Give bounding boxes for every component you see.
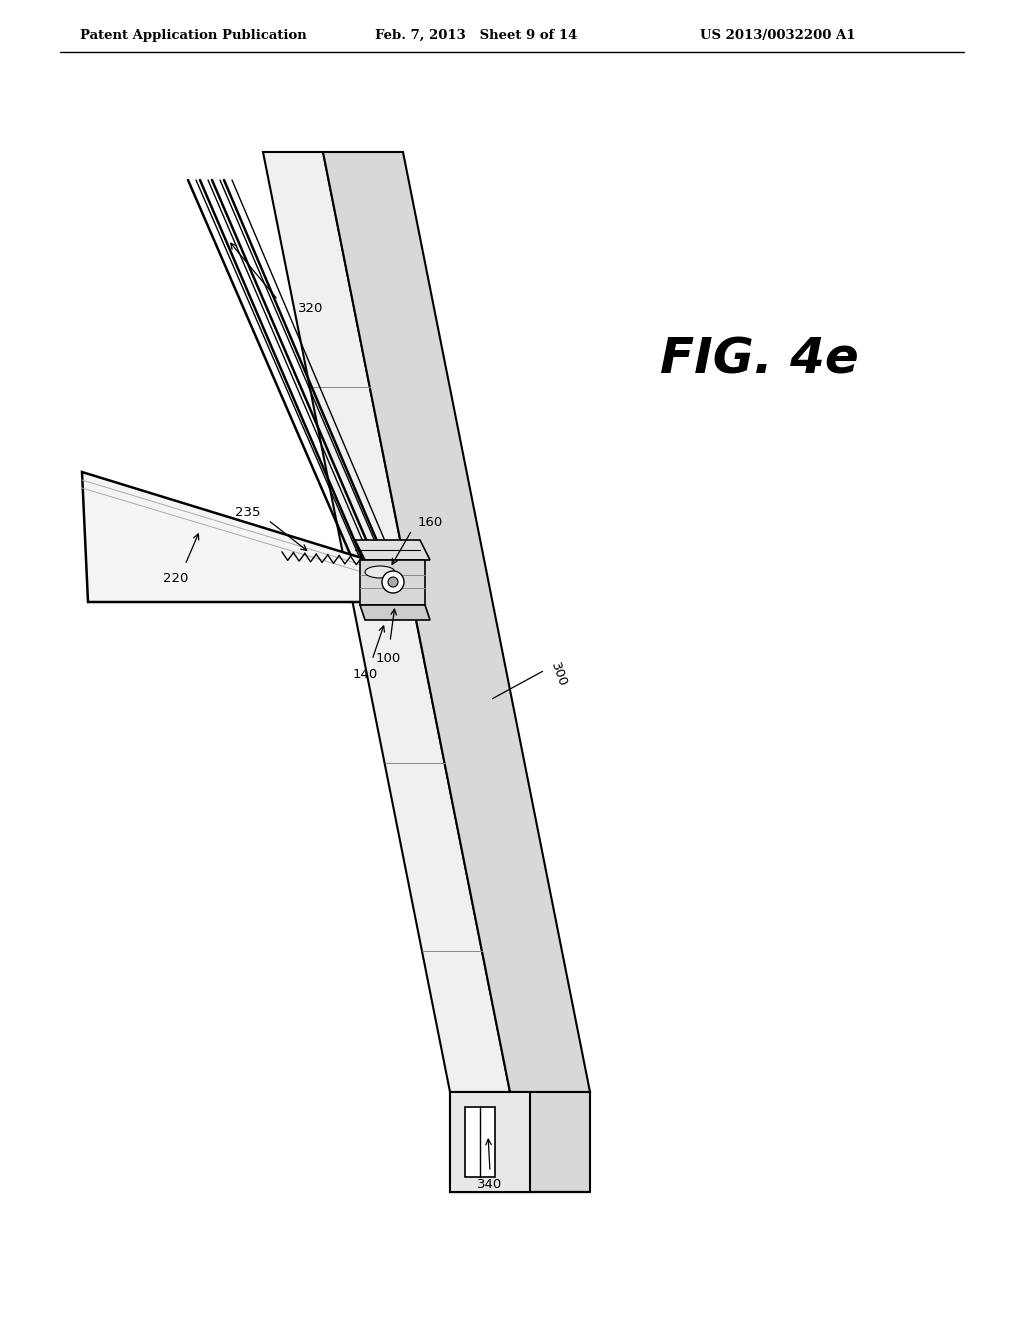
Text: Feb. 7, 2013   Sheet 9 of 14: Feb. 7, 2013 Sheet 9 of 14 (375, 29, 578, 41)
Text: 235: 235 (236, 506, 261, 519)
Circle shape (388, 577, 398, 587)
Text: 100: 100 (376, 652, 400, 664)
Polygon shape (450, 1092, 530, 1192)
Polygon shape (263, 152, 510, 1092)
Text: 140: 140 (352, 668, 378, 681)
Polygon shape (323, 152, 590, 1092)
Text: 320: 320 (298, 301, 324, 314)
Text: 220: 220 (163, 572, 188, 585)
Text: 160: 160 (418, 516, 443, 528)
Text: FIG. 4e: FIG. 4e (660, 337, 859, 384)
Polygon shape (360, 605, 430, 620)
Polygon shape (82, 473, 365, 602)
Polygon shape (355, 540, 430, 560)
Circle shape (382, 572, 404, 593)
Polygon shape (465, 1107, 495, 1177)
Ellipse shape (365, 566, 395, 578)
Polygon shape (450, 1092, 510, 1192)
Text: Patent Application Publication: Patent Application Publication (80, 29, 307, 41)
Text: 300: 300 (548, 661, 569, 689)
Text: 340: 340 (477, 1179, 503, 1192)
Polygon shape (510, 1092, 590, 1192)
Polygon shape (360, 560, 425, 605)
Text: US 2013/0032200 A1: US 2013/0032200 A1 (700, 29, 855, 41)
